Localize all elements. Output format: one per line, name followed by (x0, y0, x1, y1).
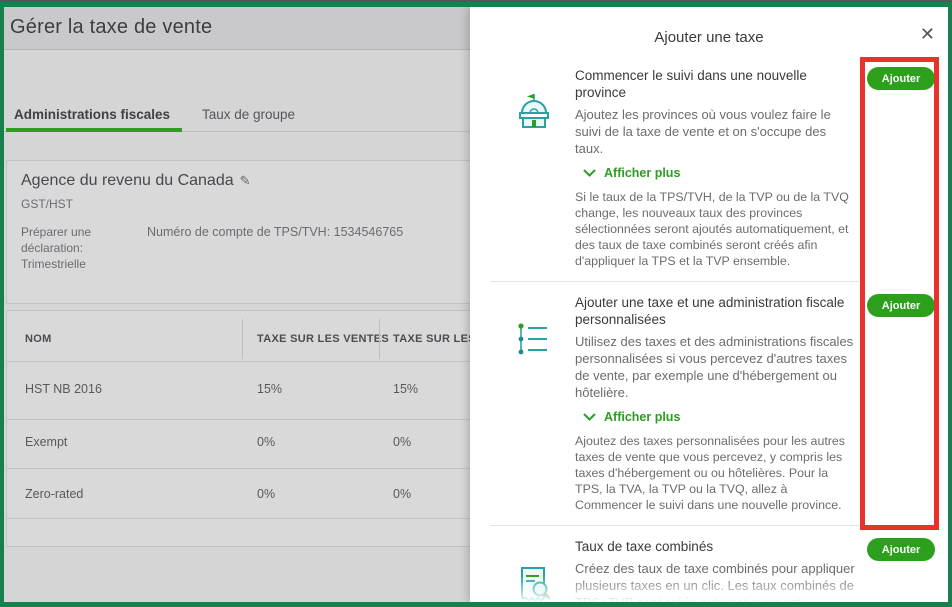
ajouter-button-combined-rates[interactable]: Ajouter (867, 538, 935, 561)
row-name: HST NB 2016 (25, 382, 102, 396)
custom-list-icon (514, 320, 550, 363)
column-header-taxe-achats: TAXE SUR LES A (393, 333, 470, 345)
show-more-toggle[interactable]: Afficher plus (583, 410, 856, 424)
column-header-nom: NOM (25, 333, 52, 345)
show-more-toggle[interactable]: Afficher plus (583, 166, 856, 180)
section-title: Commencer le suivi dans une nouvelle pro… (575, 68, 807, 100)
filing-label-line1: Préparer une (21, 225, 92, 239)
agency-subtitle: GST/HST (21, 197, 74, 211)
section-divider (490, 525, 859, 526)
close-icon[interactable]: ✕ (919, 24, 935, 44)
show-more-label: Afficher plus (604, 166, 681, 180)
row-divider (7, 518, 470, 519)
section-custom-tax: Ajouter une taxe et une administration f… (470, 282, 948, 525)
column-header-taxe-ventes: TAXE SUR LES VENTES (257, 333, 390, 345)
section-details: Si le taux de la TPS/TVH, de la TVP ou d… (575, 190, 849, 268)
column-divider (379, 319, 380, 359)
tax-rates-table: NOM TAXE SUR LES VENTES TAXE SUR LES A H… (6, 310, 470, 547)
row-sales: 0% (257, 487, 276, 501)
section-title: Ajouter une taxe et une administration f… (575, 295, 845, 327)
section-title: Taux de taxe combinés (575, 539, 714, 554)
row-purchases: 0% (393, 487, 412, 501)
row-divider (7, 361, 470, 362)
row-purchases: 15% (393, 382, 419, 396)
page-title: Gérer la taxe de vente (10, 16, 213, 38)
chevron-down-icon (583, 169, 596, 177)
tax-account-number: Numéro de compte de TPS/TVH: 1534546765 (147, 225, 404, 239)
panel-header: Ajouter une taxe ✕ (470, 7, 948, 55)
receipt-search-icon (514, 564, 554, 602)
filing-value: Trimestrielle (21, 257, 86, 271)
tab-baseline (0, 131, 470, 132)
section-description: Créez des taux de taxe combinés pour app… (575, 561, 855, 602)
row-purchases: 0% (393, 435, 412, 449)
tab-administrations-fiscales[interactable]: Administrations fiscales (14, 107, 171, 122)
column-divider (242, 319, 243, 359)
row-sales: 15% (257, 382, 283, 396)
add-tax-panel: Ajouter une taxe ✕ Commencer le suivi da… (470, 7, 948, 602)
page-header: Gérer la taxe de vente (0, 7, 470, 50)
section-new-province: Commencer le suivi dans une nouvelle pro… (470, 55, 948, 281)
tab-taux-de-groupe[interactable]: Taux de groupe (202, 107, 296, 122)
filing-label-line2: déclaration: (21, 241, 84, 255)
agency-name-label: Agence du revenu du Canada (21, 172, 234, 189)
show-more-label: Afficher plus (604, 410, 681, 424)
agency-name: Agence du revenu du Canada ✎ (21, 172, 251, 190)
row-divider (7, 468, 470, 469)
sales-tax-page: Gérer la taxe de vente Administrations f… (0, 0, 470, 607)
row-divider (7, 419, 470, 420)
tab-bar: Administrations fiscales Taux de groupe (0, 104, 470, 136)
agency-card: Agence du revenu du Canada ✎ GST/HST Prép… (6, 160, 470, 304)
section-details: Ajoutez des taxes personnalisées pour le… (575, 434, 845, 512)
ajouter-button-custom-tax[interactable]: Ajouter (867, 294, 935, 317)
ajouter-button-new-province[interactable]: Ajouter (867, 67, 935, 90)
active-tab-underline (6, 128, 182, 132)
section-combined-rates: Taux de taxe combinés Créez des taux de … (470, 526, 948, 602)
section-description: Ajoutez les provinces où vous voulez fai… (575, 107, 831, 156)
section-divider (490, 281, 859, 282)
parliament-building-icon (514, 91, 554, 136)
row-name: Zero-rated (25, 487, 84, 501)
chevron-down-icon (583, 413, 596, 421)
panel-title: Ajouter une taxe (654, 29, 764, 46)
row-name: Exempt (25, 435, 68, 449)
filing-frequency: Préparer une déclaration: Trimestrielle (21, 224, 131, 272)
row-sales: 0% (257, 435, 276, 449)
pencil-edit-icon[interactable]: ✎ (239, 173, 251, 188)
section-description: Utilisez des taxes et des administration… (575, 334, 854, 400)
